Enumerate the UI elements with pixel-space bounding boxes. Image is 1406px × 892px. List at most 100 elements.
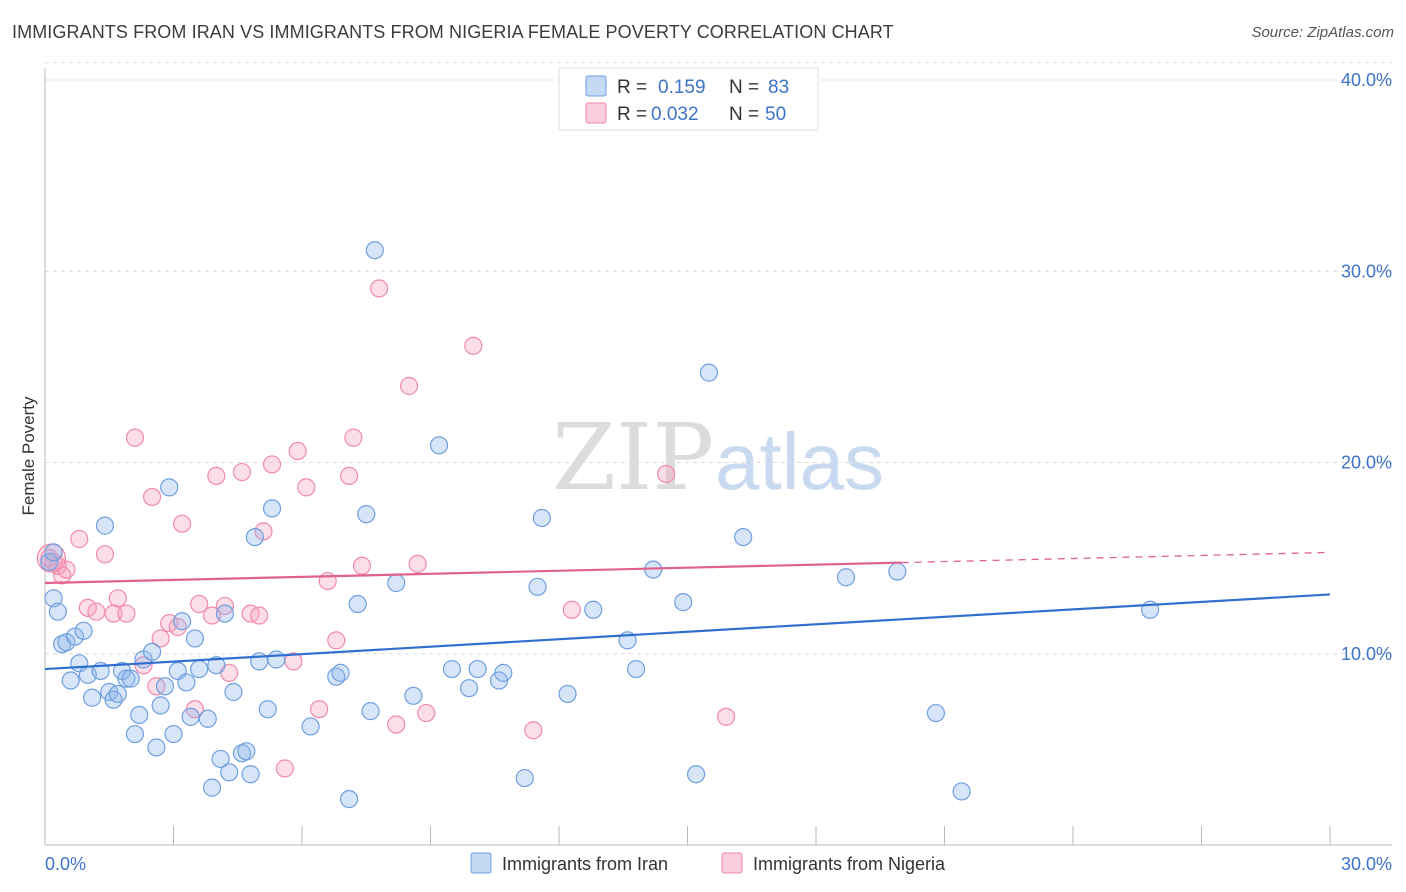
iran-point [734, 527, 753, 547]
iran-point [211, 749, 230, 769]
legend-swatch-iran [585, 75, 607, 97]
nigeria-point [275, 759, 294, 778]
y-tick-label: 20.0% [1341, 453, 1392, 473]
legend-r-value-iran: 0.159 [658, 77, 706, 98]
gridlines [45, 62, 1392, 655]
iran-point [301, 717, 320, 736]
nigeria-point [57, 560, 76, 579]
iran-point [459, 679, 479, 698]
x-tick-label-min: 0.0% [45, 854, 86, 874]
iran-point [108, 684, 127, 704]
legend-n-value-nigeria: 50 [765, 104, 786, 125]
watermark-atlas: atlas [715, 417, 884, 506]
bottom-legend-label-iran: Immigrants from Iran [502, 854, 668, 874]
iran-point [185, 629, 205, 648]
bottom-legend-label-nigeria: Immigrants from Nigeria [753, 854, 946, 874]
iran-point [61, 671, 80, 690]
series-legend: Immigrants from Iran Immigrants from Nig… [470, 852, 946, 874]
iran-point [952, 782, 971, 801]
iran-point [121, 669, 140, 688]
nigeria-point [399, 376, 419, 396]
iran-point [142, 642, 162, 661]
iran-point [95, 516, 115, 535]
y-tick-labels: 10.0% 20.0% 30.0% 40.0% [1341, 70, 1392, 664]
iran-point [160, 478, 179, 497]
iran-point [331, 663, 350, 682]
iran-point [361, 702, 380, 721]
iran-point [220, 763, 239, 782]
legend-r-value-nigeria: 0.032 [651, 104, 699, 125]
iran-point [888, 562, 907, 581]
nigeria-point [262, 455, 282, 474]
iran-point [357, 505, 376, 524]
iran-point [584, 600, 603, 619]
iran-trendline [44, 593, 1331, 671]
chart-title: IMMIGRANTS FROM IRAN VS IMMIGRANTS FROM … [12, 22, 894, 42]
iran-point [125, 724, 145, 744]
nigeria-point [716, 707, 736, 726]
nigeria-point [288, 441, 307, 461]
iran-point [172, 612, 192, 631]
nigeria-point [417, 703, 436, 723]
legend-n-value-iran: 83 [768, 77, 789, 98]
iran-point [699, 363, 719, 382]
watermark-zip: ZIP [552, 404, 714, 511]
nigeria-point [340, 466, 359, 485]
iran-point [40, 552, 59, 572]
iran-point [404, 686, 423, 705]
series-iran-points [40, 241, 1160, 809]
nigeria-point [87, 602, 106, 621]
nigeria-point [108, 589, 127, 608]
iran-point [117, 669, 136, 688]
iran-point [147, 738, 166, 757]
x-axis-ticks [44, 826, 1331, 845]
iran-point [494, 663, 513, 682]
nigeria-point [562, 600, 581, 619]
nigeria-trendline [44, 561, 902, 585]
nigeria-point [151, 629, 170, 648]
iran-point [429, 436, 449, 455]
y-axis-title: Female Poverty [19, 396, 38, 516]
nigeria-point [48, 556, 67, 575]
iran-point [836, 568, 856, 587]
nigeria-point [215, 596, 234, 616]
nigeria-point [656, 464, 676, 484]
nigeria-point [142, 487, 162, 507]
iran-point [164, 724, 183, 744]
iran-point [177, 673, 196, 692]
legend-r-label-nigeria: R = [617, 104, 647, 125]
iran-point [348, 594, 367, 614]
nigeria-point [250, 606, 269, 625]
iran-point [626, 659, 646, 679]
iran-point [241, 765, 260, 784]
iran-point [442, 659, 462, 679]
nigeria-point [70, 529, 89, 549]
iran-point [44, 589, 63, 608]
iran-point [130, 705, 149, 725]
iran-point [44, 543, 63, 562]
iran-point [237, 742, 256, 761]
iran-point [267, 650, 286, 669]
bottom-legend-swatch-iran [470, 852, 492, 874]
legend-r-label-iran: R = [617, 77, 647, 98]
iran-point [74, 621, 93, 640]
iran-point [48, 602, 67, 621]
nigeria-point [524, 721, 543, 740]
iran-point [224, 682, 243, 702]
iran-point [198, 709, 217, 728]
iran-point [190, 659, 209, 679]
iran-point [258, 700, 277, 719]
iran-point [262, 499, 282, 518]
chart-source: Source: ZipAtlas.com [1251, 24, 1394, 41]
iran-point [245, 527, 264, 547]
iran-point [207, 656, 226, 675]
nigeria-point [117, 604, 136, 623]
iran-point [387, 573, 406, 593]
legend-swatch-nigeria [585, 102, 607, 124]
nigeria-point [370, 279, 389, 298]
nigeria-point [297, 478, 316, 497]
stats-legend: R = 0.159 N = 83 R = 0.032 N = 50 [558, 67, 819, 131]
iran-point [202, 778, 222, 797]
iran-point [468, 659, 487, 679]
